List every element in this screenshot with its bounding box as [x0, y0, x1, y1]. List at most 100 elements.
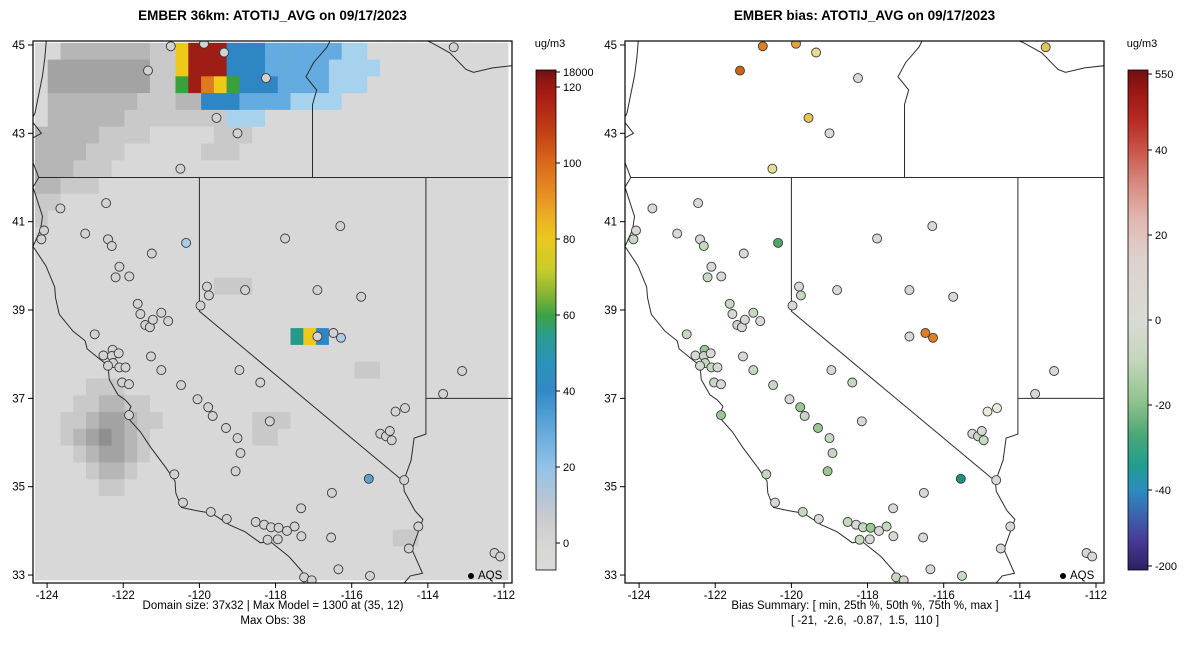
aqs-site-point [336, 332, 346, 343]
aqs-site-point [690, 350, 701, 361]
grid-cell [175, 93, 189, 111]
grid-cell [252, 143, 266, 161]
grid-cell [34, 479, 49, 497]
grid-cell [303, 210, 317, 228]
grid-cell [277, 93, 292, 111]
grid-cell [73, 361, 87, 379]
grid-cell [149, 378, 164, 396]
grid-cell [290, 344, 304, 363]
grid-cell [137, 227, 151, 245]
grid-cell [149, 227, 164, 245]
grid-cell [495, 512, 509, 531]
grid-cell [175, 445, 189, 463]
grid-cell [73, 126, 87, 144]
grid-cell [213, 428, 228, 447]
colorbar-tick-label: 0 [563, 538, 569, 550]
grid-cell [73, 42, 87, 61]
grid-cell [495, 311, 509, 329]
grid-cell [73, 512, 87, 531]
aqs-site-point [262, 534, 273, 545]
grid-cell [367, 126, 381, 144]
grid-cell [111, 496, 125, 514]
grid-cell [380, 479, 394, 497]
aqs-site-point [888, 503, 899, 514]
grid-cell [149, 210, 164, 228]
grid-cell [380, 210, 394, 228]
aqs-site-point [672, 228, 683, 239]
grid-cell [495, 344, 509, 363]
grid-cell [482, 160, 496, 178]
grid-cell [367, 109, 381, 128]
aqs-site-point [925, 564, 936, 575]
grid-cell [443, 261, 458, 279]
grid-cell [162, 244, 176, 262]
grid-cell [443, 496, 458, 514]
grid-cell [380, 512, 394, 531]
grid-cell [456, 479, 470, 497]
grid-cell [354, 227, 368, 245]
grid-cell [341, 93, 355, 111]
grid-cell [418, 76, 432, 94]
grid-cell [495, 395, 509, 413]
grid-cell [328, 143, 343, 161]
aqs-site-point [272, 534, 283, 545]
grid-cell [34, 361, 49, 379]
grid-cell [277, 109, 292, 128]
grid-cell [265, 42, 279, 61]
grid-cell [98, 277, 113, 296]
grid-cell [175, 529, 189, 547]
aqs-site-point [280, 233, 291, 244]
grid-cell [431, 42, 445, 61]
aqs-dot-icon [1060, 572, 1066, 579]
grid-cell [252, 59, 266, 77]
aqs-site-point [824, 128, 835, 139]
grid-cell [405, 143, 419, 161]
grid-cell [431, 395, 445, 413]
grid-cell [405, 311, 419, 329]
grid-cell [303, 160, 317, 178]
grid-cell [482, 311, 496, 329]
grid-cell [188, 177, 202, 195]
grid-cell [60, 109, 74, 128]
grid-cell [265, 546, 279, 564]
grid-cell [111, 193, 125, 212]
grid-cell [354, 546, 368, 564]
grid-cell [354, 378, 368, 396]
grid-cell [188, 76, 202, 94]
right-caption-line1: Bias Summary: [ min, 25th %, 50th %, 75t… [731, 600, 999, 612]
grid-cell [124, 210, 138, 228]
grid-cell [124, 529, 138, 547]
aqs-site-point [957, 570, 967, 581]
grid-cell [367, 479, 381, 497]
grid-cell [392, 160, 407, 178]
aqs-site-point [207, 411, 218, 421]
grid-cell [252, 210, 266, 228]
grid-cell [239, 261, 253, 279]
grid-cell [482, 42, 496, 61]
aqs-site-point [181, 237, 192, 248]
grid-cell [239, 361, 253, 379]
grid-cell [380, 344, 394, 363]
grid-cell [277, 361, 292, 379]
grid-cell [367, 344, 381, 363]
grid-cell [149, 126, 164, 144]
grid-cell [316, 311, 330, 329]
grid-cell [380, 261, 394, 279]
grid-cell [290, 378, 304, 396]
grid-cell [443, 59, 458, 77]
grid-cell [34, 177, 49, 195]
grid-cell [380, 177, 394, 195]
grid-cell [303, 529, 317, 547]
grid-cell [86, 428, 100, 447]
grid-cell [60, 344, 74, 363]
grid-cell [265, 193, 279, 212]
grid-cell [252, 462, 266, 480]
grid-cell [341, 177, 355, 195]
grid-cell [201, 244, 215, 262]
grid-cell [277, 177, 292, 195]
grid-cell [188, 361, 202, 379]
grid-cell [303, 294, 317, 312]
grid-cell [213, 344, 228, 363]
grid-cell [418, 109, 432, 128]
